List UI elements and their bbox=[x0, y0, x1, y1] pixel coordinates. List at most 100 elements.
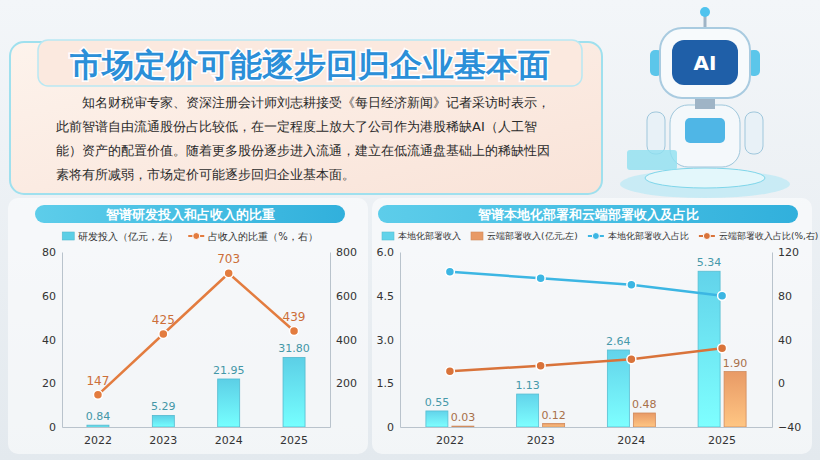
y-axis-tick-label: 3.0 bbox=[377, 334, 395, 347]
x-axis-tick-label: 2024 bbox=[617, 434, 645, 447]
y2-axis-tick-label: 120 bbox=[778, 246, 799, 259]
x-axis-tick: 2024 bbox=[617, 427, 645, 447]
robot-platform-top bbox=[645, 168, 765, 188]
line-marker bbox=[536, 274, 545, 283]
y-axis: 0 1.5 3.0 4.5 6.0 bbox=[377, 246, 401, 434]
y2-axis-tick-label: 200 bbox=[336, 377, 357, 390]
legend-label: 云端部署收入占比(%,右) bbox=[719, 231, 818, 241]
x-axis-line bbox=[63, 427, 331, 428]
robot-antenna-tip bbox=[700, 7, 710, 17]
bar-label: 21.95 bbox=[213, 364, 245, 377]
bar-label: 0.03 bbox=[451, 411, 476, 424]
x-axis-tick: 2023 bbox=[149, 427, 177, 447]
x-axis-tick: 2025 bbox=[708, 427, 736, 447]
background bbox=[0, 0, 820, 460]
y-axis-tick-label: 40 bbox=[42, 334, 56, 347]
y2-axis-tick-label: 800 bbox=[336, 246, 357, 259]
legend-item: 本地化部署收入 bbox=[382, 231, 461, 241]
x-axis-tick-label: 2023 bbox=[527, 434, 555, 447]
y-axis-tick-label: 0 bbox=[49, 421, 56, 434]
legend-swatch bbox=[471, 232, 483, 240]
bar-label: 5.34 bbox=[697, 256, 722, 269]
y2-axis-tick: 400 bbox=[330, 334, 357, 347]
data-labels: 0.845.2921.9531.80147425703439 bbox=[86, 252, 310, 423]
robot-badge: AI bbox=[694, 51, 717, 75]
line-label: 439 bbox=[283, 310, 306, 324]
line-label: 425 bbox=[152, 313, 175, 327]
bar-label: 2.64 bbox=[606, 335, 631, 348]
robot-arm bbox=[647, 112, 665, 154]
bar-label: 1.13 bbox=[515, 379, 540, 392]
legend-item: 占收入的比重（%，右） bbox=[188, 231, 318, 242]
robot-arm bbox=[745, 112, 763, 154]
y2-axis-line bbox=[772, 253, 773, 428]
bar bbox=[633, 413, 655, 427]
y-axis-tick-label: 1.5 bbox=[377, 377, 395, 390]
bar-label: 0.12 bbox=[541, 409, 566, 422]
y2-axis-tick: 80 bbox=[772, 290, 792, 303]
y-axis-tick: 0 bbox=[387, 421, 400, 434]
bar-label: 0.84 bbox=[86, 410, 111, 423]
legend-label: 本地化部署收入 bbox=[398, 231, 461, 241]
chart-0: 智谱研发投入和占收入的比重202220232024202502040608020… bbox=[8, 198, 368, 454]
x-axis: 2022 2023 2024 2025 bbox=[401, 427, 773, 447]
y2-axis-tick-label: 40 bbox=[778, 334, 792, 347]
y-axis-tick: 0 bbox=[49, 421, 62, 434]
chart-1: 智谱本地化部署和云端部署收入及占比202220232024202501.53.0… bbox=[372, 198, 818, 454]
bar-label: 5.29 bbox=[151, 400, 176, 413]
legend-swatch bbox=[382, 232, 394, 240]
x-axis-tick: 2022 bbox=[436, 427, 464, 447]
y-axis-tick-label: 0 bbox=[387, 421, 394, 434]
line-marker bbox=[627, 280, 636, 289]
bar bbox=[283, 357, 305, 427]
bar bbox=[87, 425, 109, 427]
line-marker bbox=[93, 390, 102, 399]
legend-label: 本地化部署收入占比 bbox=[608, 231, 689, 241]
page: 市场定价可能逐步回归企业基本面AI智谱研发投入和占收入的比重2022202320… bbox=[0, 0, 820, 460]
y2-axis-line bbox=[330, 253, 331, 428]
legend-item: 云端部署收入(亿元,左) bbox=[471, 231, 578, 241]
x-axis-tick-label: 2022 bbox=[436, 434, 464, 447]
line-marker bbox=[536, 361, 545, 370]
bar bbox=[218, 379, 240, 427]
y2-axis-tick: 800 bbox=[330, 246, 357, 259]
chart-banner bbox=[378, 205, 798, 223]
y-axis-tick-label: 60 bbox=[42, 290, 56, 303]
y-axis-tick-label: 4.5 bbox=[377, 290, 395, 303]
line-marker bbox=[718, 291, 727, 300]
legend: 本地化部署收入 云端部署收入(亿元,左) 本地化部署收入占比 云端部署收入占比(%,右… bbox=[382, 231, 818, 241]
canvas: 市场定价可能逐步回归企业基本面AI智谱研发投入和占收入的比重2022202320… bbox=[0, 0, 820, 460]
y2-axis-tick: 0 bbox=[772, 377, 785, 390]
legend-marker bbox=[592, 233, 599, 240]
robot-head bbox=[660, 28, 750, 98]
x-axis-tick: 2025 bbox=[280, 427, 308, 447]
robot-chest bbox=[685, 118, 725, 143]
y2-axis-tick: 120 bbox=[772, 246, 799, 259]
x-axis-tick-label: 2024 bbox=[215, 434, 243, 447]
y-axis-tick-label: 20 bbox=[42, 377, 56, 390]
line-marker bbox=[290, 326, 299, 335]
robot-tablet bbox=[627, 150, 677, 170]
x-axis-tick: 2024 bbox=[215, 427, 243, 447]
y-axis-tick: 80 bbox=[42, 246, 62, 259]
y-axis-tick: 4.5 bbox=[377, 290, 401, 303]
bar-label: 31.80 bbox=[278, 342, 310, 355]
x-axis: 2022 2023 2024 2025 bbox=[63, 427, 331, 447]
line-marker bbox=[445, 267, 454, 276]
y-axis-tick: 6.0 bbox=[377, 246, 401, 259]
title-tab bbox=[38, 40, 582, 86]
line-marker bbox=[627, 355, 636, 364]
line-marker bbox=[445, 367, 454, 376]
legend-label: 云端部署收入(亿元,左) bbox=[487, 231, 578, 241]
legend-item: 研发投入（亿元，左） bbox=[62, 231, 178, 242]
robot-screen bbox=[672, 40, 738, 85]
y2-axis-tick-label: 0 bbox=[778, 377, 785, 390]
legend-label: 占收入的比重（%，右） bbox=[208, 231, 318, 242]
line-marker bbox=[159, 330, 168, 339]
x-axis-tick-label: 2022 bbox=[84, 434, 112, 447]
y2-axis-tick: −40 bbox=[772, 421, 801, 434]
bar-label: 0.55 bbox=[425, 396, 450, 409]
chart-banner bbox=[35, 205, 345, 223]
y-axis-tick: 40 bbox=[42, 334, 62, 347]
robot-body bbox=[670, 105, 740, 167]
